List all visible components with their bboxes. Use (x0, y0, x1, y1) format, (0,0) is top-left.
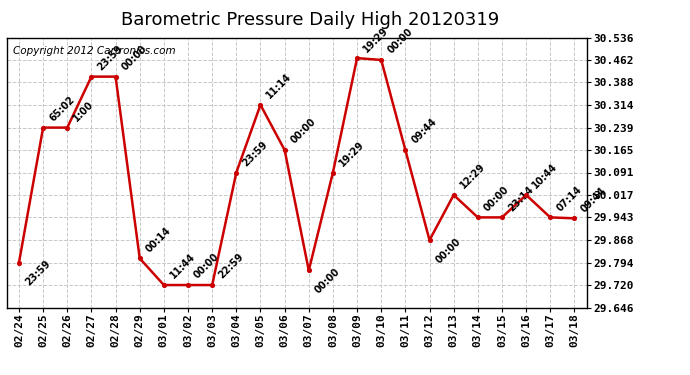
Point (328, 170, 339, 176)
Point (448, 192, 460, 198)
Text: 00:00: 00:00 (193, 252, 221, 281)
Point (86, 74, 97, 80)
Point (279, 147, 290, 153)
Text: 00:00: 00:00 (313, 267, 342, 296)
Text: 19:29: 19:29 (362, 25, 391, 54)
Text: Barometric Pressure Daily High 20120319: Barometric Pressure Daily High 20120319 (121, 11, 500, 29)
Text: 00:00: 00:00 (434, 236, 463, 265)
Point (207, 282, 218, 288)
Point (472, 214, 483, 220)
Point (182, 282, 193, 288)
Text: 23:59: 23:59 (23, 259, 52, 288)
Text: 09:44: 09:44 (579, 185, 608, 214)
Text: 00:14: 00:14 (144, 225, 173, 254)
Text: Copyright 2012 Cartronics.com: Copyright 2012 Cartronics.com (12, 46, 175, 56)
Point (545, 214, 556, 220)
Point (520, 192, 531, 198)
Point (158, 282, 169, 288)
Point (255, 102, 266, 108)
Point (14, 260, 25, 266)
Text: 19:29: 19:29 (337, 140, 366, 168)
Text: 22:59: 22:59 (217, 252, 246, 281)
Point (400, 147, 411, 153)
Point (351, 55, 363, 61)
Point (110, 74, 121, 80)
Point (375, 57, 386, 63)
Text: 00:00: 00:00 (386, 27, 415, 56)
Point (62, 124, 73, 130)
Point (424, 237, 435, 243)
Text: 07:14: 07:14 (555, 184, 584, 213)
Point (37, 124, 48, 130)
Text: 23:14: 23:14 (506, 184, 535, 213)
Point (230, 170, 241, 176)
Text: 10:44: 10:44 (531, 162, 560, 191)
Text: 23:59: 23:59 (241, 140, 270, 168)
Point (569, 215, 580, 221)
Text: 00:00: 00:00 (482, 184, 511, 213)
Text: 00:00: 00:00 (289, 117, 318, 146)
Text: 23:59: 23:59 (96, 44, 125, 72)
Text: 1:00: 1:00 (72, 99, 96, 123)
Text: 12:29: 12:29 (458, 162, 487, 191)
Point (134, 255, 145, 261)
Text: 11:14: 11:14 (265, 72, 294, 100)
Point (497, 214, 508, 220)
Text: 00:00: 00:00 (120, 44, 149, 72)
Text: 65:02: 65:02 (48, 94, 77, 123)
Text: 09:44: 09:44 (410, 117, 439, 146)
Point (303, 267, 314, 273)
Text: 11:44: 11:44 (168, 252, 197, 281)
